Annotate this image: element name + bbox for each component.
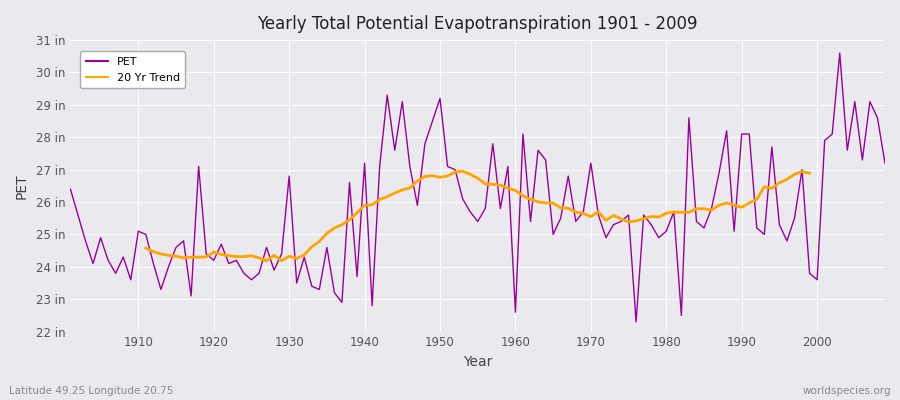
Legend: PET, 20 Yr Trend: PET, 20 Yr Trend [80, 52, 185, 88]
Text: worldspecies.org: worldspecies.org [803, 386, 891, 396]
X-axis label: Year: Year [463, 355, 492, 369]
Y-axis label: PET: PET [15, 173, 29, 199]
Title: Yearly Total Potential Evapotranspiration 1901 - 2009: Yearly Total Potential Evapotranspiratio… [257, 15, 698, 33]
Text: Latitude 49.25 Longitude 20.75: Latitude 49.25 Longitude 20.75 [9, 386, 174, 396]
